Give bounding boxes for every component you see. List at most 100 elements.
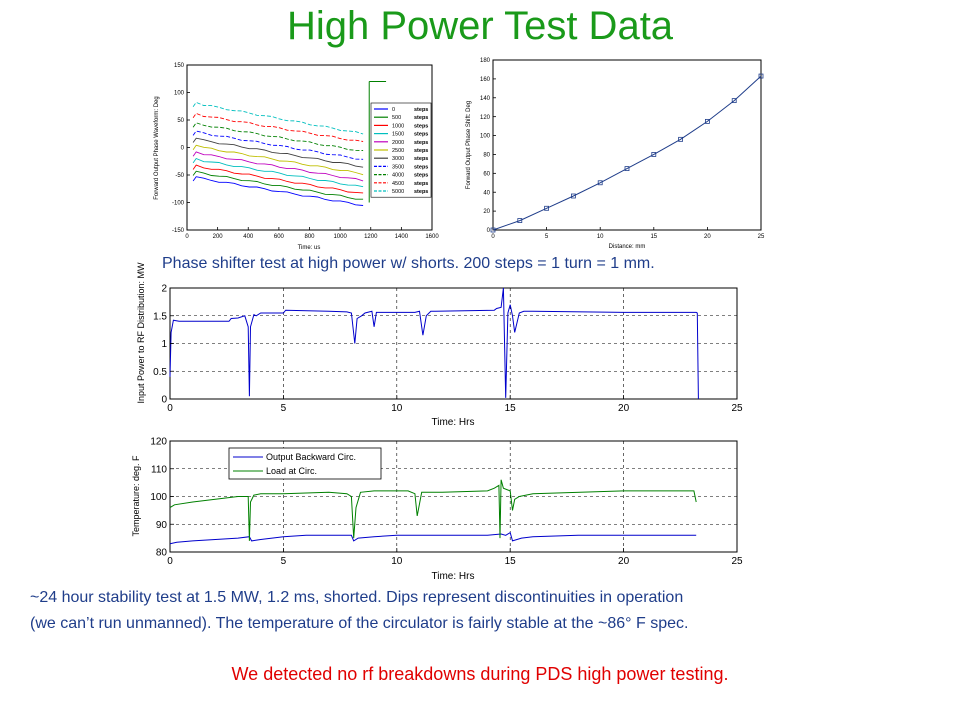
x-tick-label: 5 (281, 403, 287, 414)
x-tick-label: 15 (505, 403, 517, 414)
stability-caption-line: (we can’t run unmanned). The temperature… (30, 615, 689, 632)
y-tick-label: 80 (156, 548, 168, 559)
y-tick-label: 180 (480, 58, 491, 64)
x-tick-label: 0 (167, 403, 173, 414)
temperature-legend-label: Load at Circ. (266, 466, 317, 476)
waveform-legend-unit: steps (414, 115, 428, 121)
waveform-legend-unit: steps (414, 164, 428, 170)
waveform-legend-label: 0 (392, 107, 395, 113)
x-tick-label: 200 (213, 234, 224, 240)
waveform-legend-label: 500 (392, 115, 401, 121)
x-tick-label: 800 (304, 234, 315, 240)
y-tick-label: 40 (483, 190, 490, 196)
waveform-legend-unit: steps (414, 107, 428, 113)
stability-caption-line: ~24 hour stability test at 1.5 MW, 1.2 m… (30, 589, 684, 606)
y-tick-label: 0 (161, 395, 167, 406)
y-tick-label: 110 (151, 464, 167, 475)
y-tick-label: 100 (150, 492, 167, 503)
temperature-series-line (169, 531, 697, 545)
stability-caption: ~24 hour stability test at 1.5 MW, 1.2 m… (30, 585, 688, 637)
input-power-series-line (169, 287, 699, 400)
phase-series-line (492, 75, 762, 231)
waveform-series-line (192, 144, 364, 176)
x-tick-label: 0 (185, 234, 189, 240)
waveform-legend: 0 steps 500 steps 1000 steps 1500 steps 2000 step… (370, 102, 432, 198)
waveform-legend-unit: steps (414, 123, 428, 129)
phase-data-point (571, 193, 576, 199)
x-tick-label: 5 (281, 556, 287, 567)
y-tick-label: 80 (483, 153, 490, 159)
phase-data-point (490, 227, 496, 233)
x-tick-label: 10 (597, 234, 604, 240)
waveform-legend-label: 3000 (392, 156, 404, 162)
input-power-chart: 0 5 10 15 20 25 0 0.5 1 1.5 2 Input Power to RF Di… (136, 262, 743, 428)
phase-xlabel: Distance: mm (609, 244, 646, 250)
waveform-series-line (192, 151, 364, 182)
waveform-xlabel: Time: us (298, 245, 321, 251)
temperature-xlabel: Time: Hrs (432, 571, 475, 582)
waveform-legend-unit: steps (414, 181, 428, 187)
slide-title: High Power Test Data (286, 4, 674, 48)
x-tick-label: 5 (545, 234, 549, 240)
x-tick-label: 400 (243, 234, 254, 240)
y-tick-label: 0 (487, 228, 491, 234)
phase-data-point (544, 205, 549, 211)
waveform-legend-label: 1000 (392, 123, 404, 129)
waveform-ylabel: Forward Output Phase Waveform: Deg (154, 96, 160, 200)
phase-data-point (678, 136, 684, 142)
waveform-series-line (192, 157, 364, 188)
y-tick-label: 1.5 (153, 311, 167, 322)
waveform-series-line (192, 170, 364, 200)
waveform-legend-unit: steps (414, 148, 428, 154)
y-tick-label: 140 (480, 96, 491, 102)
waveform-legend-label: 2500 (392, 148, 404, 154)
waveform-legend-unit: steps (414, 132, 428, 138)
waveform-series-line (192, 130, 364, 160)
x-tick-label: 600 (274, 234, 285, 240)
y-tick-label: 160 (480, 77, 491, 83)
y-tick-label: -150 (172, 228, 185, 234)
phase-data-point (731, 98, 737, 104)
temperature-legend-label: Output Backward Circ. (266, 452, 356, 462)
phase-chart: 0 5 10 15 20 25 0 20 40 60 80 100 120 140 160 180 Forwa… (466, 58, 765, 250)
y-tick-label: 120 (150, 437, 167, 448)
x-tick-label: 25 (731, 556, 743, 567)
waveform-legend-unit: steps (414, 156, 428, 162)
waveform-legend-box (370, 102, 432, 198)
phase-data-point (651, 152, 657, 157)
phase-data-point (517, 218, 523, 223)
waveform-legend-unit: steps (414, 189, 428, 195)
x-tick-label: 10 (391, 556, 403, 567)
input-power-xlabel: Time: Hrs (432, 417, 475, 428)
waveform-series-line (192, 112, 364, 142)
x-tick-label: 25 (758, 234, 765, 240)
x-tick-label: 0 (167, 556, 173, 567)
y-tick-label: 2 (161, 284, 167, 295)
y-tick-label: 50 (177, 118, 184, 124)
y-tick-label: 100 (174, 91, 185, 97)
input-power-ylabel: Input Power to RF Distribution: MW (136, 262, 146, 404)
y-tick-label: 0.5 (153, 367, 167, 378)
temperature-legend: Output Backward Circ. Load at Circ. (228, 447, 382, 480)
waveform-series-line (192, 137, 364, 168)
x-tick-label: 15 (505, 556, 517, 567)
y-tick-label: 100 (480, 134, 491, 140)
y-tick-label: -50 (175, 173, 184, 179)
waveform-legend-label: 1500 (392, 132, 404, 138)
x-tick-label: 20 (618, 556, 630, 567)
temperature-series-line (169, 479, 697, 541)
y-tick-label: 120 (480, 115, 491, 121)
waveform-series-line (192, 101, 364, 135)
waveform-legend-unit: steps (414, 140, 428, 146)
phase-data-point (597, 180, 603, 186)
waveform-series-line (192, 164, 364, 194)
y-tick-label: 0 (181, 146, 185, 152)
x-tick-label: 0 (491, 234, 495, 240)
x-tick-label: 1200 (364, 234, 378, 240)
y-tick-label: 60 (483, 171, 490, 177)
y-tick-label: 150 (174, 63, 185, 69)
y-tick-label: 20 (483, 209, 490, 215)
phase-data-point (624, 166, 630, 172)
x-tick-label: 20 (618, 403, 630, 414)
phase-data-point (704, 118, 710, 124)
